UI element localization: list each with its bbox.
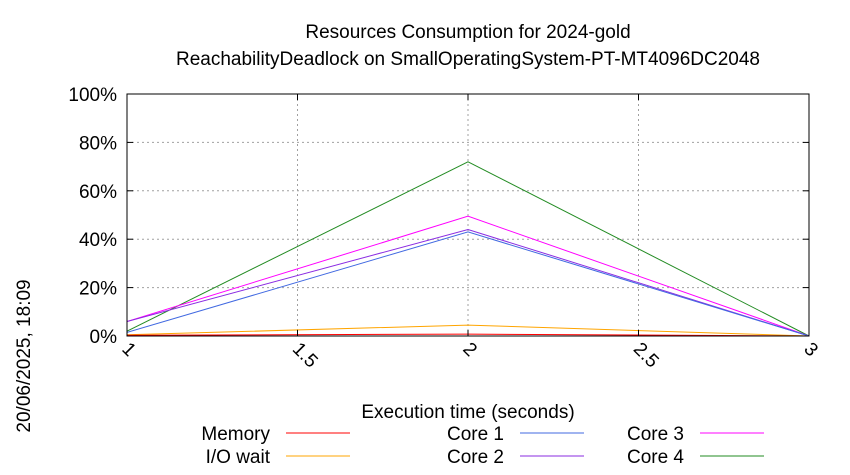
- legend-label-core-2: Core 2: [447, 447, 504, 468]
- series-line-core-4: [126, 161, 810, 337]
- chart-title: Resources Consumption for 2024-gold: [305, 22, 630, 43]
- series-line-core-1: [126, 231, 810, 337]
- timestamp-label: 20/06/2025, 18:09: [14, 279, 35, 432]
- x-tick-label: 3: [799, 339, 821, 361]
- legend-label-core-4: Core 4: [627, 447, 684, 468]
- grid-lines: [127, 94, 809, 336]
- series-line-core-3: [126, 215, 810, 337]
- x-tick-label: 2: [458, 339, 480, 361]
- y-tick-label: 60%: [79, 182, 117, 203]
- x-tick-label: 1: [117, 339, 139, 361]
- legend-label-memory: Memory: [201, 424, 270, 445]
- y-tick-label: 40%: [79, 230, 117, 251]
- legend-label-core-3: Core 3: [627, 424, 684, 445]
- series-line-i-o-wait: [126, 324, 810, 337]
- y-tick-label: 0%: [90, 327, 118, 348]
- legend-label-core-1: Core 1: [447, 424, 504, 445]
- y-tick-label: 100%: [68, 85, 117, 106]
- x-axis-ticks: 1 1.5 2 2.5 3: [117, 94, 822, 373]
- chart-subtitle: ReachabilityDeadlock on SmallOperatingSy…: [176, 49, 760, 70]
- series-line-core-2: [126, 228, 810, 337]
- y-tick-label: 20%: [79, 279, 117, 300]
- x-tick-label: 1.5: [288, 339, 322, 373]
- y-tick-label: 80%: [79, 133, 117, 154]
- x-tick-label: 2.5: [629, 339, 663, 373]
- y-axis-ticks: 0% 20% 40% 60% 80% 100%: [68, 85, 809, 348]
- legend-label-i-o-wait: I/O wait: [206, 447, 271, 468]
- x-axis-label: Execution time (seconds): [361, 402, 574, 423]
